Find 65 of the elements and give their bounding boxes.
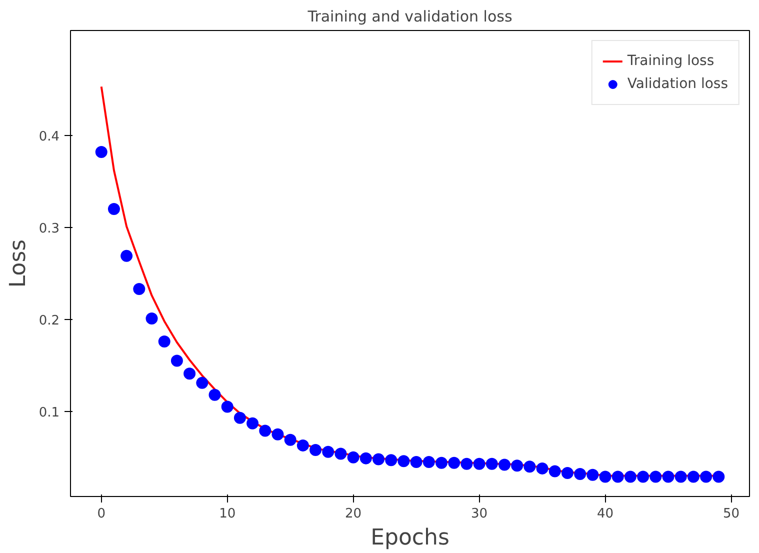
point [486, 458, 498, 470]
legend-label: Validation loss [627, 76, 728, 92]
point [284, 434, 296, 446]
point [272, 428, 284, 440]
point [221, 400, 234, 413]
x-tick-label: 40 [596, 506, 614, 522]
point [460, 458, 473, 470]
point [473, 458, 486, 470]
x-tick-label: 30 [471, 506, 488, 522]
x-tick-label: 10 [219, 506, 236, 522]
point [548, 465, 561, 478]
point [662, 470, 674, 483]
point [170, 354, 183, 367]
point [234, 412, 246, 424]
x-axis-title: Epochs [370, 526, 450, 550]
point [372, 453, 385, 466]
point [574, 468, 586, 480]
point [687, 470, 700, 483]
point [398, 455, 410, 468]
point [650, 470, 662, 483]
point [536, 462, 548, 474]
y-tick-label: 0.4 [38, 129, 60, 144]
y-tick-label: 0.1 [38, 405, 60, 420]
point [259, 424, 272, 437]
point [95, 146, 108, 158]
point [334, 448, 347, 460]
point [360, 452, 372, 464]
point [448, 456, 460, 469]
point [561, 467, 574, 480]
point [498, 458, 510, 471]
point [133, 283, 146, 296]
point [208, 388, 221, 401]
point [712, 470, 725, 483]
point [637, 470, 650, 483]
point [158, 335, 170, 348]
point [612, 470, 624, 483]
point [296, 439, 309, 452]
point [511, 460, 524, 472]
point [385, 454, 398, 466]
legend-label: Training loss [627, 53, 714, 69]
point [322, 446, 334, 458]
point [422, 456, 435, 468]
point [347, 451, 360, 464]
chart-title: Training and validation loss [306, 8, 512, 26]
point [700, 470, 712, 483]
point [410, 456, 422, 468]
point [310, 444, 322, 456]
point [120, 250, 133, 262]
point [246, 417, 259, 430]
x-tick-label: 0 [97, 506, 106, 522]
point [524, 460, 536, 473]
point [196, 376, 208, 389]
point [108, 203, 120, 215]
point [674, 470, 687, 483]
point [435, 456, 448, 469]
point [146, 312, 158, 324]
point [599, 470, 612, 483]
y-tick-label: 0.3 [38, 221, 60, 236]
y-tick-label: 0.2 [38, 313, 60, 328]
x-tick-label: 50 [722, 506, 740, 522]
point [586, 468, 599, 481]
y-axis-title: Loss [6, 239, 31, 288]
point [624, 470, 636, 483]
point [184, 368, 196, 380]
x-tick-label: 20 [345, 506, 362, 522]
